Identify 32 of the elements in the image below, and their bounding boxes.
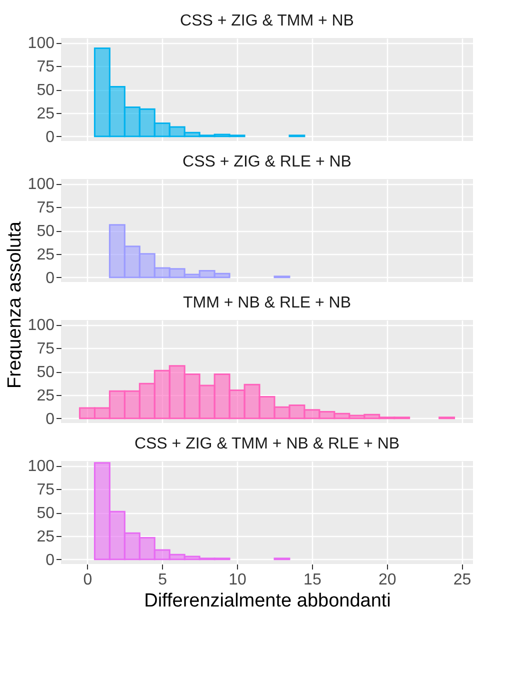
x-tick-label: 20 [378,572,396,588]
y-tick-label: 0 [46,270,55,287]
chart-title: CSS + ZIG & TMM + NB [180,12,354,30]
x-tick-label: 25 [453,572,472,588]
y-tick-label: 75 [36,482,55,499]
y-tick-label: 50 [36,223,55,240]
chart-title: TMM + NB & RLE + NB [182,294,352,312]
y-tick-label: 100 [28,35,55,52]
y-tick-label: 75 [36,340,55,358]
y-tick-label: 50 [36,505,55,522]
y-tick-label: 25 [36,387,55,404]
x-tick-label: 10 [228,572,247,588]
chart-title: CSS + ZIG & RLE + NB [182,154,352,171]
x-tick-label: 0 [83,572,92,588]
y-tick-label: 0 [46,128,55,146]
y-tick-label: 100 [28,317,55,334]
y-tick-label: 100 [28,176,55,194]
chart-title: CSS + ZIG & TMM + NB & RLE + NB [134,436,400,453]
x-tick-label: 15 [304,572,322,588]
y-tick-label: 25 [36,105,55,122]
y-tick-label: 50 [36,364,55,381]
y-tick-label: 75 [36,200,55,217]
x-axis-title: Differenzialmente abbondanti [144,590,391,612]
y-tick-label: 25 [36,528,55,546]
y-tick-label: 25 [36,246,55,264]
y-tick-label: 0 [46,410,55,428]
x-tick-label: 5 [158,572,168,588]
y-tick-label: 50 [36,82,55,99]
y-tick-label: 100 [28,458,55,476]
y-tick-label: 0 [46,552,55,569]
y-tick-label: 75 [36,58,55,76]
y-axis-title: Frequenza assoluta [4,222,26,388]
